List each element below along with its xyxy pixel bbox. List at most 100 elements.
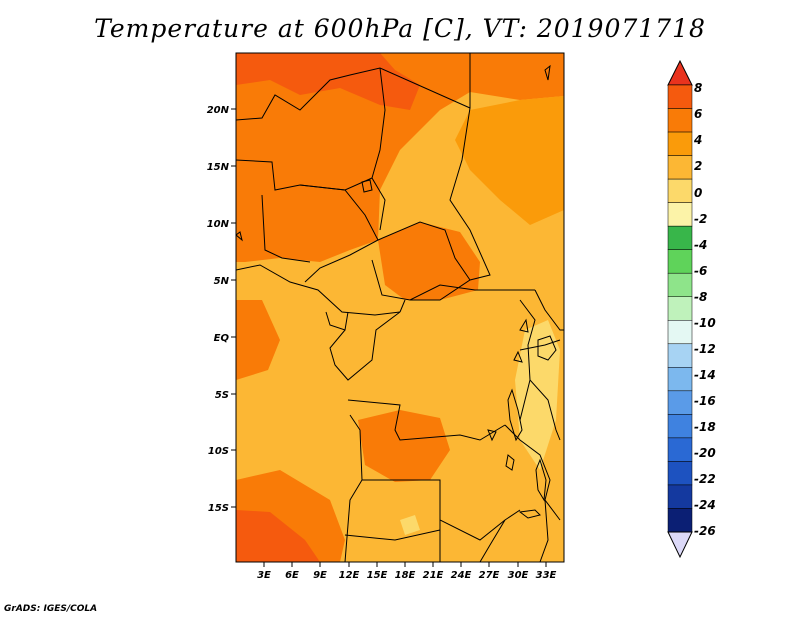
lon-label: 12E — [339, 570, 360, 581]
border-line — [377, 221, 471, 281]
border-line — [362, 479, 521, 541]
colorbar-box — [667, 178, 693, 203]
colorbar-label: -18 — [694, 420, 716, 434]
border-line — [347, 399, 506, 441]
colorbar-box — [667, 202, 693, 227]
colorbar-box — [667, 390, 693, 415]
border-line — [344, 529, 441, 541]
border-line — [534, 289, 564, 331]
lake-volta — [236, 231, 243, 242]
colorbar-label: 2 — [694, 159, 702, 173]
lake-tanganyika — [507, 388, 523, 442]
colorbar-label: -16 — [694, 394, 716, 408]
lon-label: 24E — [451, 570, 472, 581]
lake-kariba — [518, 509, 541, 519]
lake-turkana — [544, 64, 551, 81]
colorbar-label: -2 — [694, 212, 707, 226]
colorbar-label: 0 — [694, 186, 702, 200]
colorbar-box — [667, 84, 693, 109]
colorbar-box — [667, 225, 693, 250]
lakes — [236, 64, 557, 519]
lake-albert — [519, 318, 529, 333]
lon-label: 30E — [508, 570, 529, 581]
colorbar-label: -6 — [694, 264, 707, 278]
colorbar-label: -8 — [694, 290, 707, 304]
border-line — [261, 194, 311, 263]
border-line — [236, 159, 373, 191]
colorbar-label: -26 — [694, 524, 716, 538]
border-line — [325, 311, 349, 331]
colorbar-top-triangle — [667, 59, 693, 86]
lon-label: 15E — [367, 570, 388, 581]
temperature-field — [236, 53, 564, 562]
colorbar-box — [667, 108, 693, 133]
colorbar-box — [667, 437, 693, 462]
colorbar-label: -4 — [694, 238, 707, 252]
colorbar-box — [667, 484, 693, 509]
colorbar-label: -24 — [694, 498, 716, 512]
chart-title: Temperature at 600hPa [C], VT: 201907171… — [94, 14, 706, 43]
colorbar-bottom-triangle — [667, 531, 693, 559]
colorbar-box — [667, 508, 693, 533]
lake-malawi — [535, 458, 547, 502]
lat-label: 5S — [215, 390, 229, 401]
field-region-west-coast-4to6 — [236, 300, 280, 380]
lon-label: 18E — [395, 570, 416, 581]
lake-bangweulu — [487, 429, 497, 442]
colorbar: 8 6 4 2 0 -2 -4 -6 -8 -10 -12 -14 -16 -1… — [667, 59, 716, 559]
colorbar-labels: 8 6 4 2 0 -2 -4 -6 -8 -10 -12 -14 -16 -1… — [693, 81, 716, 538]
lat-label: 5N — [214, 276, 230, 287]
border-line — [329, 311, 401, 381]
border-line — [410, 53, 491, 301]
lake-mweru — [505, 454, 515, 471]
lon-label: 21E — [423, 570, 444, 581]
lat-label: 10S — [208, 446, 229, 457]
colorbar-boxes — [667, 84, 693, 533]
lat-label: 15N — [207, 162, 230, 173]
border-line — [236, 264, 401, 316]
border-line — [519, 299, 536, 421]
colorbar-label: -20 — [694, 446, 716, 460]
lon-label: 3E — [257, 570, 271, 581]
field-region-angola-4to6 — [358, 410, 450, 482]
field-region-southwest-6to8 — [236, 510, 320, 562]
border-line — [371, 259, 535, 301]
field-region-central-4to6 — [378, 222, 480, 300]
lake-kivu — [513, 350, 523, 363]
field-region-east-2to4 — [455, 96, 564, 225]
field-region-north-4to6 — [236, 53, 564, 262]
lake-victoria — [537, 335, 557, 361]
colorbar-box — [667, 296, 693, 321]
lon-axis: 3E 6E 9E 12E 15E 18E 21E 24E 27E 30E 33E — [257, 562, 557, 581]
colorbar-box — [667, 343, 693, 368]
colorbar-box — [667, 320, 693, 345]
colorbar-box — [667, 461, 693, 486]
colorbar-box — [667, 249, 693, 274]
lat-label: 15S — [208, 503, 229, 514]
colorbar-box — [667, 131, 693, 156]
grads-credit: GrADS: IGES/COLA — [4, 604, 98, 614]
colorbar-box — [667, 272, 693, 297]
lat-label: 20N — [207, 105, 230, 116]
colorbar-label: 4 — [693, 133, 702, 147]
border-line — [539, 499, 549, 562]
border-line — [371, 67, 386, 231]
colorbar-box — [667, 414, 693, 439]
field-region-east-0to-2 — [515, 320, 560, 470]
border-line — [519, 339, 561, 351]
border-line — [236, 67, 471, 121]
lat-axis: 20N 15N 10N 5N EQ 5S 10S 15S — [207, 105, 236, 514]
lat-label: 10N — [207, 219, 230, 230]
colorbar-label: -10 — [694, 316, 716, 330]
border-line — [529, 379, 561, 441]
colorbar-box — [667, 155, 693, 180]
lake-chad — [361, 179, 373, 193]
map-border — [235, 52, 565, 563]
colorbar-box — [667, 367, 693, 392]
lon-label: 33E — [536, 570, 557, 581]
colorbar-label: -14 — [694, 368, 716, 382]
lat-label: EQ — [214, 333, 230, 344]
border-line — [479, 519, 506, 562]
border-line — [399, 299, 406, 313]
